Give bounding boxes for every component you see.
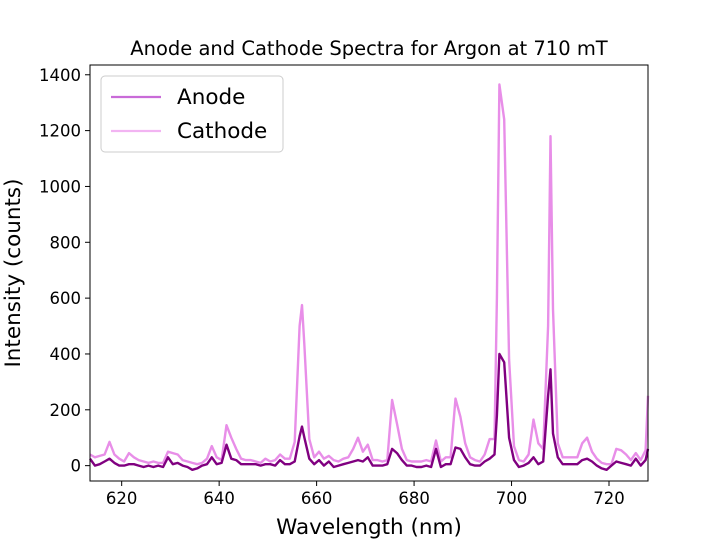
chart-title: Anode and Cathode Spectra for Argon at 7…: [130, 37, 608, 60]
x-tick-label: 680: [398, 489, 430, 508]
plot-frame: [89, 64, 649, 482]
x-tick-label: 720: [593, 489, 625, 508]
y-tick-label: 200: [50, 401, 82, 420]
x-tick-label: 700: [496, 489, 528, 508]
x-tick-label: 660: [301, 489, 333, 508]
y-tick-label: 1400: [39, 66, 81, 85]
y-tick-label: 1200: [39, 122, 81, 141]
y-tick-label: 0: [71, 457, 82, 476]
y-tick-label: 800: [50, 233, 82, 252]
plot-lines: [89, 83, 650, 471]
series-line-cathode: [89, 83, 650, 466]
legend-cathode-label: Cathode: [177, 119, 267, 144]
legend: Anode Cathode: [100, 75, 284, 153]
y-tick-label: 400: [50, 345, 82, 364]
x-tick-label: 640: [203, 489, 235, 508]
legend-box: [100, 75, 284, 153]
y-axis-label: Intensity (counts): [1, 178, 26, 367]
y-tick-label: 1000: [39, 177, 81, 196]
x-axis-label: Wavelength (nm): [276, 515, 462, 540]
series-line-anode: [89, 352, 650, 471]
y-tick-label: 600: [50, 289, 82, 308]
x-axis-ticks: 620 640 660 680 700 720: [106, 481, 625, 508]
legend-anode-label: Anode: [177, 85, 245, 110]
y-axis-ticks: 0 200 400 600 800 1000 1200 1400: [39, 66, 90, 476]
x-tick-label: 620: [106, 489, 138, 508]
